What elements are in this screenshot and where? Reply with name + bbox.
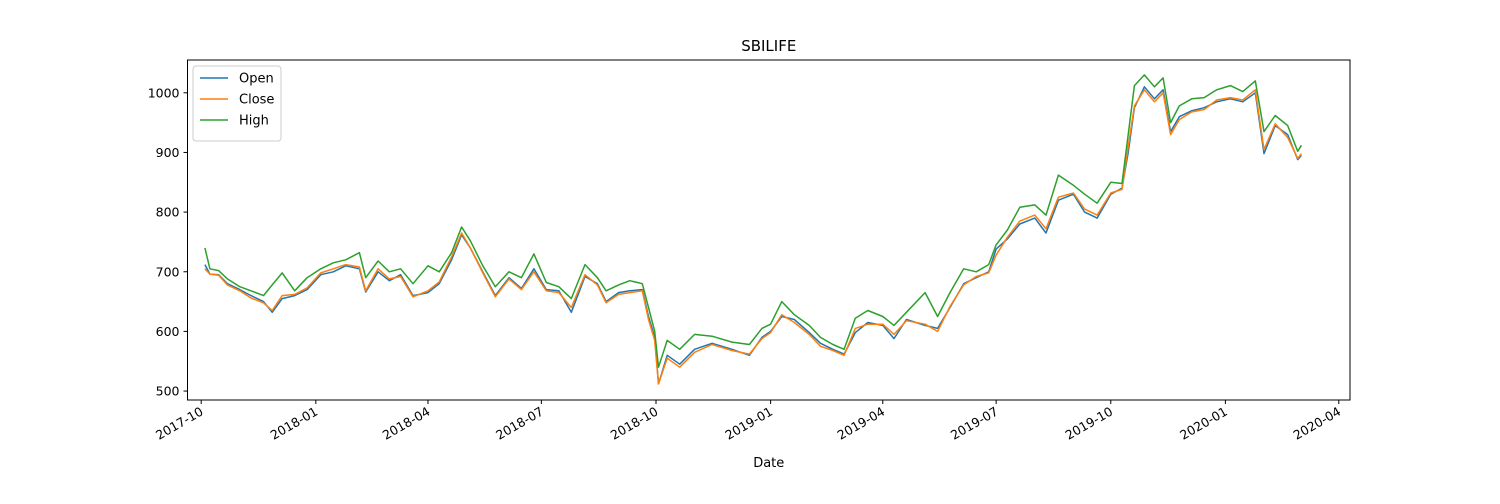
y-tick-label: 800 <box>156 205 180 220</box>
y-axis: 500 600 700 800 900 1000 <box>148 85 188 399</box>
legend: Open Close High <box>192 65 282 142</box>
y-tick-label: 700 <box>156 264 180 279</box>
y-tick-label: 500 <box>156 384 180 399</box>
series-layer <box>204 74 1303 385</box>
plot-frame <box>187 59 1351 401</box>
legend-box <box>192 65 282 142</box>
legend-label-close: Close <box>239 93 274 108</box>
chart-title: SBILIFE <box>741 37 796 55</box>
y-tick-label: 1000 <box>148 85 180 100</box>
series-line-high <box>204 74 1303 368</box>
x-axis-label: Date <box>753 456 784 471</box>
legend-label-high: High <box>239 114 269 129</box>
series-line-close <box>204 89 1302 385</box>
y-tick-label: 900 <box>156 145 180 160</box>
legend-label-open: Open <box>239 72 274 87</box>
y-tick-label: 600 <box>156 324 180 339</box>
